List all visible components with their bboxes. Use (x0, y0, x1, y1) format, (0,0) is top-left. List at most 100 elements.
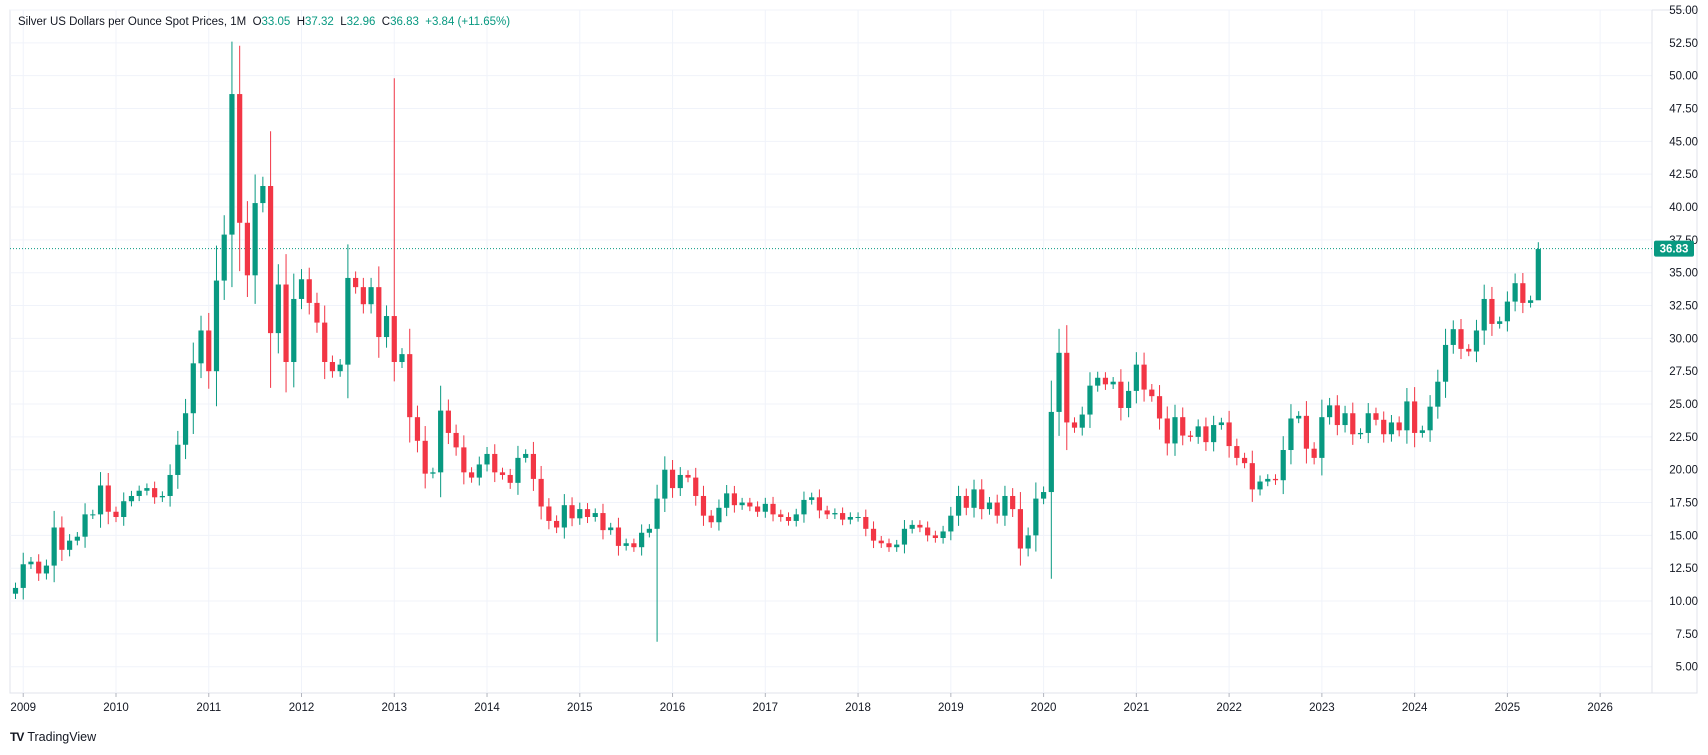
candle-body (855, 516, 861, 518)
x-tick-label: 2017 (753, 702, 779, 714)
candle-body (105, 485, 111, 512)
candle-body (1489, 298, 1495, 324)
candle-body (778, 514, 784, 517)
candle-body (1481, 298, 1487, 331)
candle-body (399, 354, 405, 363)
candle-body (453, 432, 459, 448)
candle-body (1226, 422, 1232, 447)
tradingview-brand[interactable]: TV TradingView (10, 730, 96, 744)
y-tick-label: 30.00 (1669, 333, 1698, 345)
y-tick-label: 55.00 (1669, 5, 1698, 17)
candle-body (917, 524, 923, 528)
x-tick-label: 2016 (660, 702, 686, 714)
candle-body (886, 543, 892, 548)
candle-body (1164, 418, 1170, 444)
legend-open: 33.05 (261, 16, 291, 28)
candle-body (128, 495, 135, 502)
candle-body (523, 453, 529, 458)
candle-body (940, 531, 946, 539)
y-tick-label: 42.50 (1669, 169, 1698, 181)
y-tick-label: 35.00 (1669, 268, 1698, 280)
candle-body (383, 316, 390, 338)
x-tick-label: 2026 (1587, 702, 1613, 714)
candle-body (1172, 417, 1178, 444)
candle-body (1334, 405, 1340, 426)
candle-body (1180, 417, 1186, 436)
y-tick-label: 47.50 (1669, 104, 1698, 116)
candle-body (484, 453, 490, 465)
candle-body (1017, 509, 1023, 549)
x-tick-label: 2010 (103, 702, 129, 714)
candle-body (1466, 348, 1472, 352)
legend-low: 32.96 (346, 16, 376, 28)
candle-body (391, 316, 397, 363)
candle-body (1241, 457, 1248, 464)
candle-body (577, 509, 583, 519)
candle-body (144, 488, 150, 491)
candle-body (1211, 425, 1217, 443)
candle-body (507, 474, 513, 483)
candle-body (870, 528, 877, 541)
candle-body (1071, 422, 1078, 428)
candle-body (492, 453, 498, 473)
candle-body (1327, 405, 1333, 418)
candle-body (747, 502, 753, 507)
x-tick-label: 2024 (1402, 702, 1428, 714)
y-tick-label: 20.00 (1669, 465, 1698, 477)
candle-body (677, 474, 683, 489)
candle-body (206, 330, 212, 372)
candle-body (182, 413, 189, 445)
candle-body (353, 277, 359, 288)
candle-body (925, 527, 931, 536)
x-tick-label: 2023 (1309, 702, 1335, 714)
candle-body (894, 544, 900, 548)
x-tick-label: 2021 (1124, 702, 1150, 714)
candle-body (337, 364, 343, 372)
candle-body (67, 540, 73, 550)
y-tick-label: 22.50 (1669, 432, 1698, 444)
candle-body (971, 489, 977, 508)
candle-body (1504, 301, 1510, 322)
candle-body (468, 472, 475, 478)
legend-close-label: C (381, 16, 391, 28)
candle-body (159, 495, 165, 498)
candle-body (1319, 417, 1325, 458)
candle-body (167, 474, 173, 496)
candle-body (1064, 352, 1070, 423)
candle-body (685, 474, 691, 478)
candle-body (1118, 381, 1124, 408)
candle-body (1156, 396, 1163, 419)
candle-body (175, 444, 181, 475)
candle-body (113, 511, 119, 517)
x-tick-label: 2019 (938, 702, 964, 714)
candle-body (948, 515, 954, 532)
candle-body (1442, 344, 1449, 382)
candle-body (770, 503, 776, 515)
candle-body (20, 564, 26, 588)
candle-body (1388, 422, 1395, 435)
candle-body (322, 322, 328, 363)
candle-body (12, 587, 19, 594)
y-tick-label: 27.50 (1669, 366, 1698, 378)
candle-body (693, 477, 699, 496)
candle-body (74, 536, 80, 541)
candle-body (1249, 463, 1255, 490)
x-tick-label: 2020 (1031, 702, 1057, 714)
candle-body (1296, 415, 1302, 419)
candle-body (1311, 448, 1317, 458)
candle-body (90, 514, 96, 516)
candle-body (190, 363, 196, 414)
candle-body (221, 234, 227, 281)
candle-body (785, 516, 792, 521)
candle-body (793, 514, 799, 521)
candle-body (1303, 415, 1310, 449)
x-tick-label: 2013 (381, 702, 407, 714)
candle-body (345, 277, 351, 365)
candle-body (1265, 478, 1271, 482)
x-tick-label: 2012 (289, 702, 315, 714)
candle-body (59, 527, 65, 550)
candle-body (407, 354, 413, 418)
candle-body (901, 528, 908, 545)
candle-body (1126, 390, 1132, 408)
